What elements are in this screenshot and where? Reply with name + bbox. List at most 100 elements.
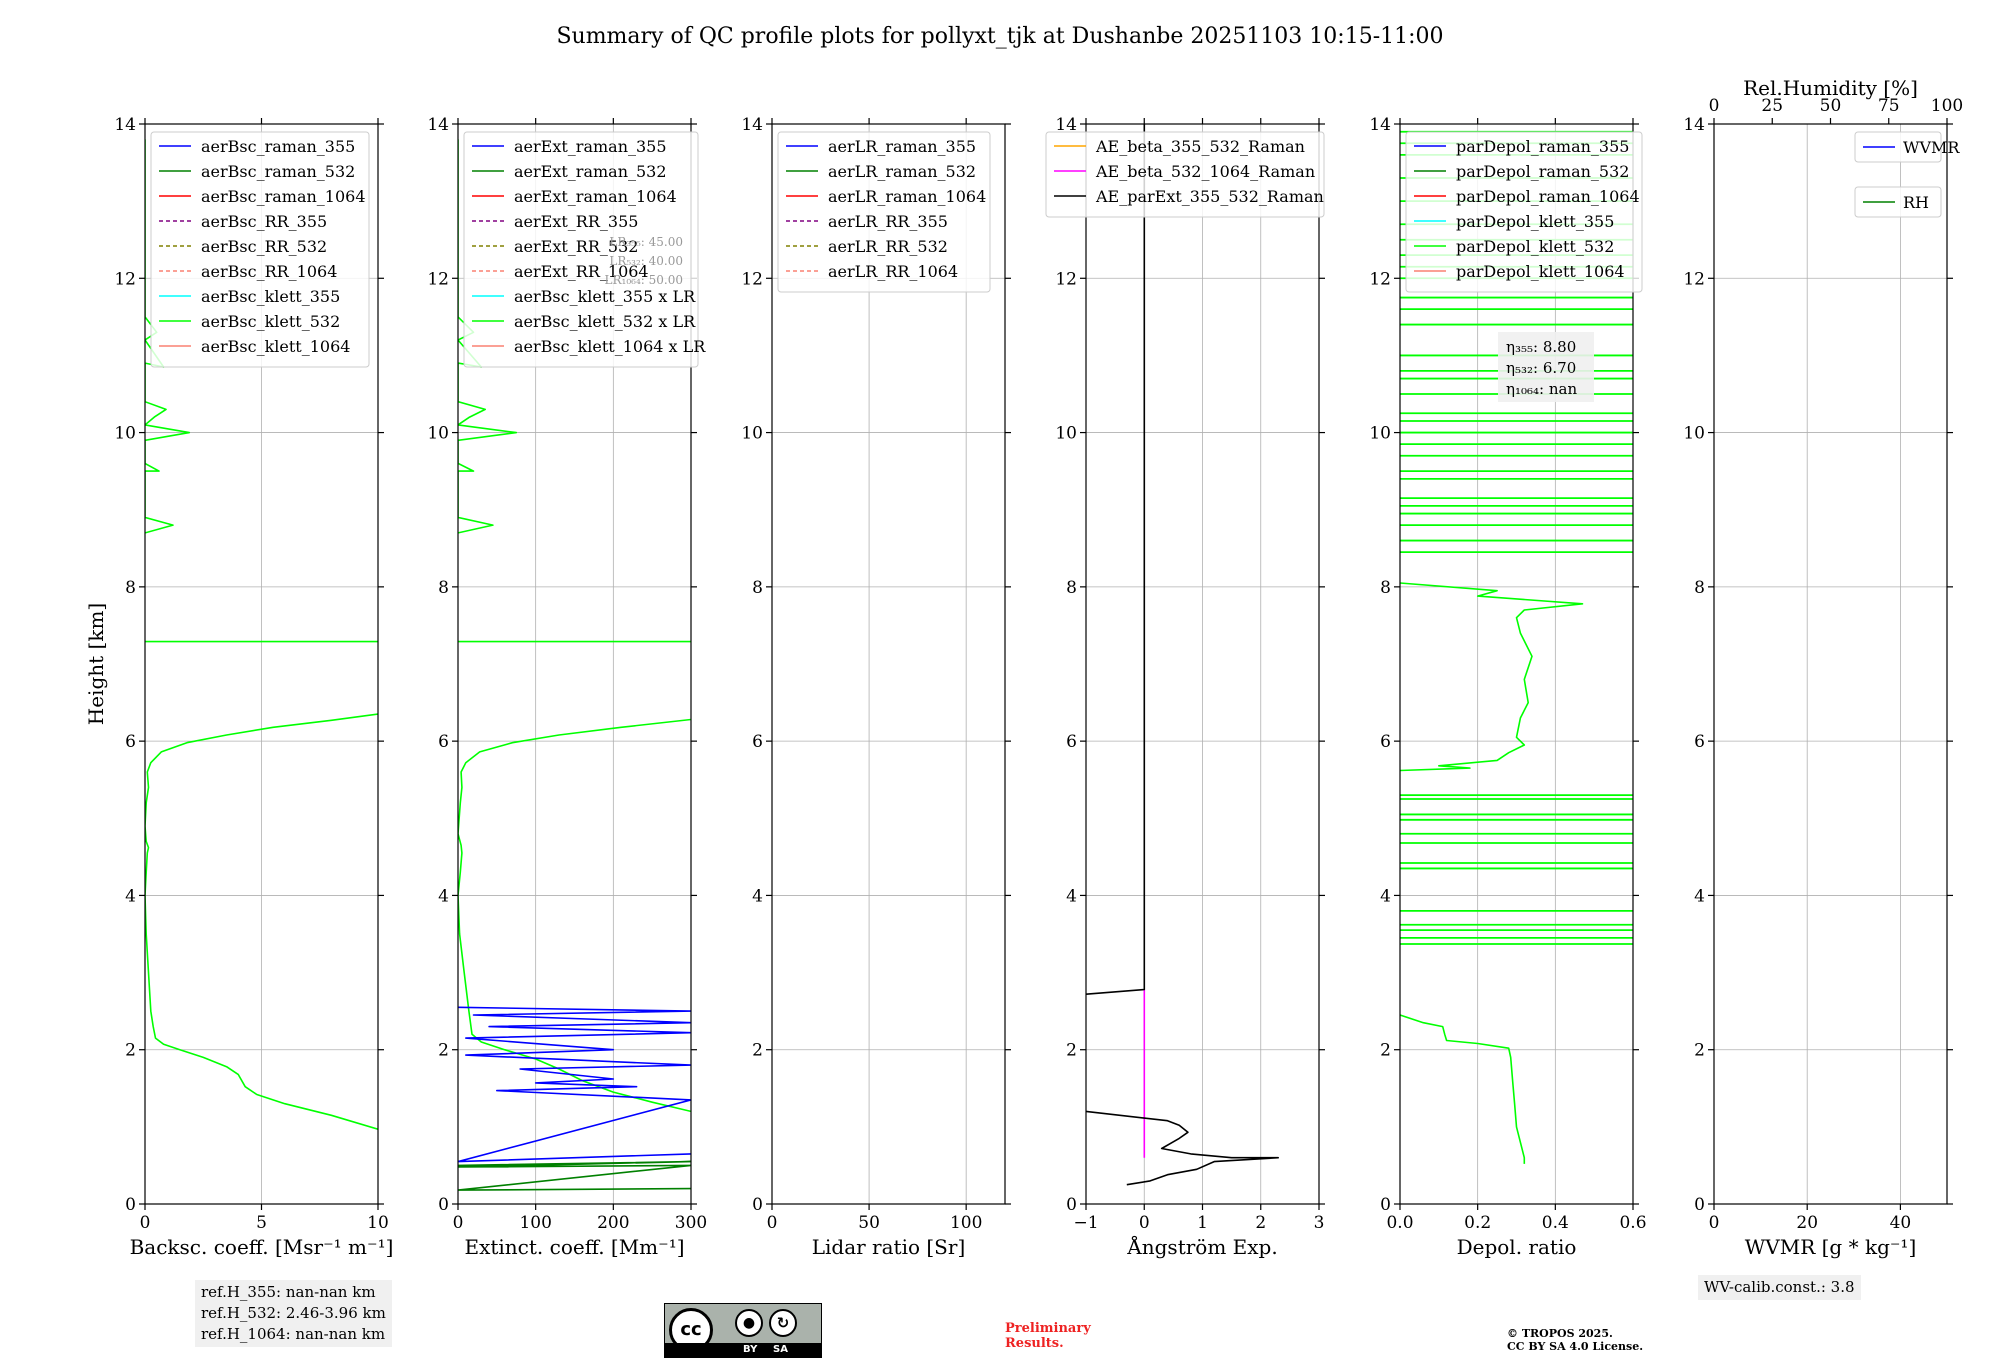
y-tick-label: 14 <box>1055 115 1077 135</box>
legend-label: parDepol_klett_532 <box>1456 237 1614 256</box>
plot-area <box>1086 124 1279 1186</box>
y-tick-label: 2 <box>125 1041 136 1061</box>
y-tick-label: 8 <box>1066 578 1077 598</box>
top-x-tick-label: 0 <box>1709 96 1720 116</box>
legend: AE_beta_355_532_Raman AE_beta_532_1064_Ra… <box>1045 131 1325 218</box>
legend: parDepol_raman_355 parDepol_raman_532 parD… <box>1405 131 1643 293</box>
y-tick-label: 12 <box>741 269 763 289</box>
lr-label: LR₃₅₅: 45.00 <box>609 235 683 249</box>
legend-label: AE_beta_355_532_Raman <box>1095 137 1305 156</box>
legend-box <box>1045 131 1325 218</box>
x-axis-label: Ångström Exp. <box>1126 1234 1277 1259</box>
y-tick-label: 12 <box>1369 269 1391 289</box>
axes-frame <box>771 123 1006 1205</box>
x-tick-label: 100 <box>950 1213 982 1233</box>
y-tick-label: 10 <box>114 424 136 444</box>
axes-frame <box>1713 123 1948 1205</box>
legend-label: aerBsc_klett_1064 <box>201 337 350 356</box>
lr-label: LR₅₃₂: 40.00 <box>609 254 683 268</box>
x-axis-label: Backsc. coeff. [Msr⁻¹ m⁻¹] <box>130 1235 394 1259</box>
y-tick-label: 8 <box>125 578 136 598</box>
x-tick-label: 100 <box>519 1213 551 1233</box>
y-tick-label: 0 <box>1694 1195 1705 1215</box>
y-tick-label: 8 <box>1694 578 1705 598</box>
y-tick-label: 0 <box>1380 1195 1391 1215</box>
copyright-line-1: © TROPOS 2025. <box>1507 1327 1613 1340</box>
plot-area <box>145 139 378 1130</box>
x-tick-label: 0 <box>1709 1213 1720 1233</box>
legend-box <box>463 131 699 368</box>
legend-label: WVMR <box>1903 138 1960 157</box>
top-x-tick-label: 50 <box>1820 96 1842 116</box>
legend-box <box>1854 186 1942 218</box>
x-axis-label: Lidar ratio [Sr] <box>812 1235 966 1259</box>
legend-label: parDepol_raman_532 <box>1456 162 1629 181</box>
cc-license-logo: cc ● ↻ BY SA <box>664 1303 822 1358</box>
y-tick-label: 10 <box>741 424 763 444</box>
attribution-icon: ● <box>735 1309 763 1337</box>
y-tick-label: 14 <box>427 115 449 135</box>
legend-label: RH <box>1903 193 1929 212</box>
y-tick-label: 14 <box>114 115 136 135</box>
legend-label: aerExt_raman_355 <box>514 137 667 156</box>
plot-area <box>458 139 691 1191</box>
legend-label: aerBsc_raman_355 <box>201 137 355 156</box>
lr-label: LR₁₀₆₄: 50.00 <box>605 273 683 287</box>
y-tick-label: 2 <box>1694 1041 1705 1061</box>
x-tick-label: 0.4 <box>1542 1213 1569 1233</box>
cc-sa-label: SA <box>773 1344 788 1355</box>
x-axis-label: WVMR [g * kg⁻¹] <box>1745 1235 1917 1259</box>
x-tick-label: 10 <box>367 1213 389 1233</box>
preliminary-line-2: Results. <box>1005 1336 1064 1351</box>
y-tick-label: 8 <box>1380 578 1391 598</box>
y-tick-label: 14 <box>741 115 763 135</box>
y-tick-label: 10 <box>1369 424 1391 444</box>
legend-label: aerLR_raman_532 <box>828 162 976 181</box>
legend-label: aerLR_RR_532 <box>828 237 948 256</box>
x-tick-label: 2 <box>1255 1213 1266 1233</box>
y-tick-label: 0 <box>438 1195 449 1215</box>
ref-height-note: ref.H_355: nan-nan km ref.H_532: 2.46-3.… <box>195 1280 392 1347</box>
x-tick-label: −1 <box>1073 1213 1098 1233</box>
series-aerExt-raman-355 <box>458 1006 691 1163</box>
series-parDepol-mid <box>1400 582 1584 772</box>
x-tick-label: 20 <box>1796 1213 1818 1233</box>
series-AE-parExt-355-532-Raman <box>1086 1110 1279 1186</box>
eta-box <box>1498 332 1594 402</box>
top-x-tick-label: 100 <box>1931 96 1963 116</box>
legend-box <box>777 131 991 293</box>
legend-label: aerBsc_klett_532 <box>201 312 340 331</box>
y-tick-label: 4 <box>438 886 449 906</box>
y-tick-label: 4 <box>752 886 763 906</box>
legend: aerBsc_raman_355 aerBsc_raman_532 aerBsc_r… <box>150 131 370 368</box>
x-tick-label: 0.6 <box>1619 1213 1646 1233</box>
legend-label: aerLR_raman_355 <box>828 137 976 156</box>
series-aerBsc-klett-532-x-LR <box>458 718 691 1113</box>
figure-title: Summary of QC profile plots for pollyxt_… <box>556 24 1443 49</box>
x-tick-label: 3 <box>1314 1213 1325 1233</box>
series-parDepol-klett-532 <box>1400 1014 1526 1164</box>
top-axis-label: Rel.Humidity [%] <box>1743 76 1918 100</box>
y-tick-label: 12 <box>1055 269 1077 289</box>
y-tick-label: 0 <box>125 1195 136 1215</box>
legend-label: aerExt_RR_532 <box>514 237 638 256</box>
x-tick-label: 0.2 <box>1464 1213 1491 1233</box>
legend-label: aerBsc_raman_532 <box>201 162 355 181</box>
legend-label: AE_beta_532_1064_Raman <box>1095 162 1315 181</box>
x-tick-label: 0 <box>453 1213 464 1233</box>
x-tick-label: 0 <box>140 1213 151 1233</box>
y-tick-label: 8 <box>752 578 763 598</box>
y-tick-label: 10 <box>427 424 449 444</box>
y-tick-label: 6 <box>1380 732 1391 752</box>
preliminary-line-1: Preliminary <box>1005 1321 1091 1336</box>
legend-label: AE_parExt_355_532_Raman <box>1095 187 1324 206</box>
x-tick-label: 0 <box>767 1213 778 1233</box>
x-tick-label: 1 <box>1197 1213 1208 1233</box>
y-tick-label: 2 <box>752 1041 763 1061</box>
